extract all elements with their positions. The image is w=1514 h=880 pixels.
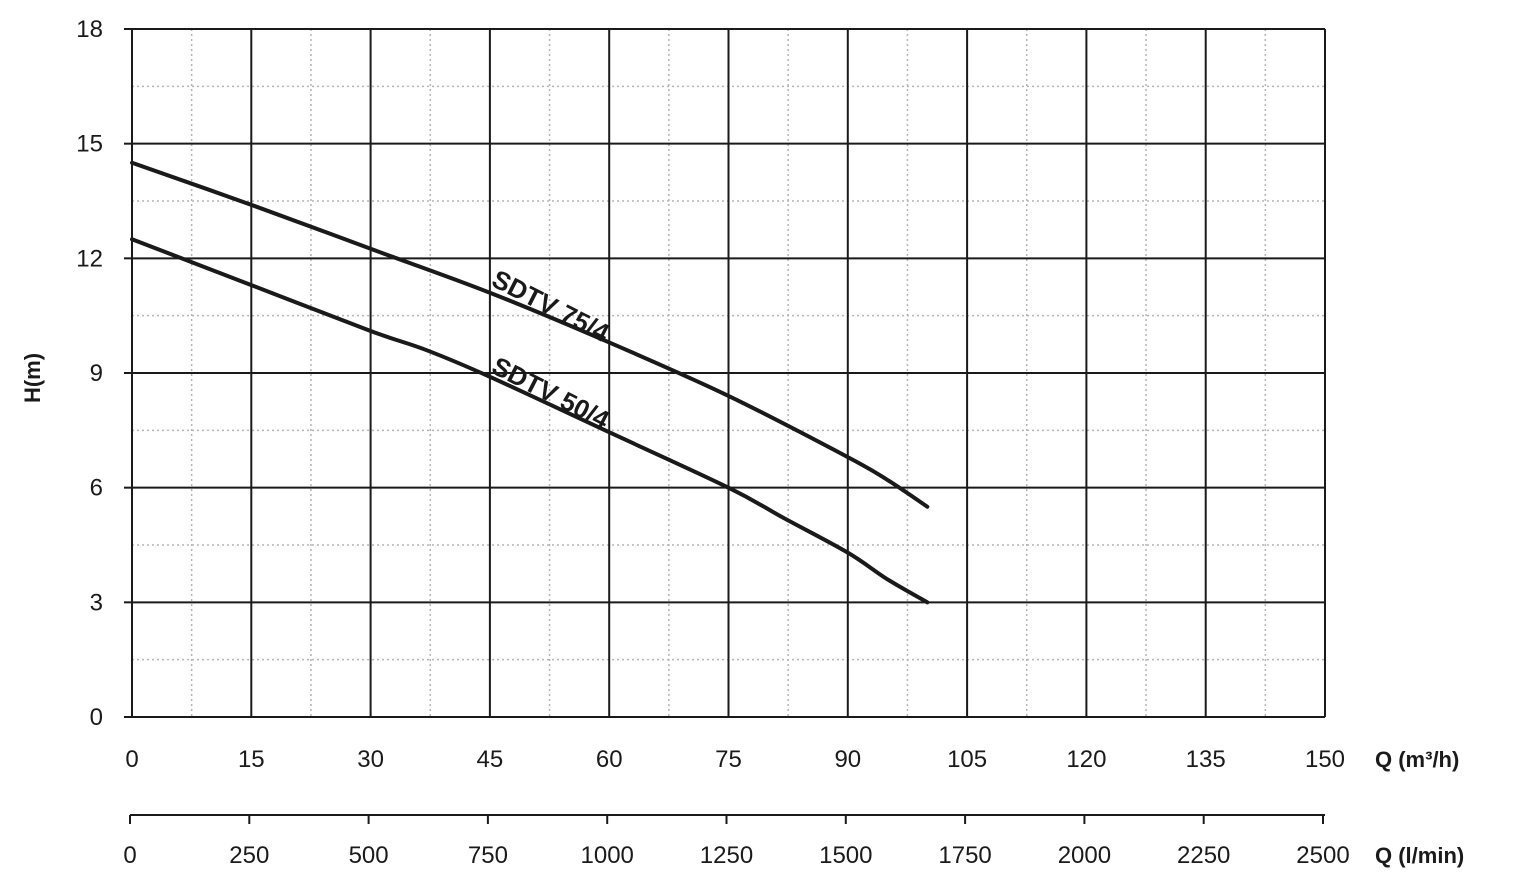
x-tick-label: 120 [1066,746,1106,773]
y-tick-label: 3 [90,589,103,616]
x2-tick-label: 0 [123,842,136,869]
x-tick-label: 90 [834,746,861,773]
y-tick-label: 12 [76,245,103,272]
x-tick-label: 30 [357,746,384,773]
x2-tick-label: 1500 [819,842,872,869]
x2-tick-label: 2000 [1058,842,1111,869]
x2-tick-label: 250 [229,842,269,869]
y-tick-label: 9 [90,360,103,387]
x-tick-label: 150 [1305,746,1345,773]
x2-axis-title: Q (l/min) [1375,843,1464,868]
x-tick-label: 105 [947,746,987,773]
x2-tick-label: 2250 [1177,842,1230,869]
y-tick-label: 15 [76,131,103,158]
y-tick-label: 0 [90,704,103,731]
x-tick-label: 75 [715,746,742,773]
major-grid [131,28,1326,718]
series-line-sdtv-75-4 [130,160,930,509]
x2-tick-label: 1000 [581,842,634,869]
series-label-sdtv-75-4: SDTV 75/4 [487,264,614,349]
x2-tick-label: 1250 [700,842,753,869]
y-tick-label: 6 [90,475,103,502]
x2-tick-label: 750 [468,842,508,869]
x-tick-label: 60 [596,746,623,773]
x-tick-label: 135 [1186,746,1226,773]
x2-tick-label: 500 [349,842,389,869]
y-tick-label: 18 [76,16,103,43]
axes [124,28,1325,824]
y-axis-title: H(m) [20,353,45,403]
series-line-sdtv-50-4 [130,237,930,605]
series-label-sdtv-50-4: SDTV 50/4 [487,351,614,436]
x-tick-label: 45 [477,746,504,773]
x-tick-label: 15 [238,746,265,773]
x-axis-title: Q (m³/h) [1375,747,1459,772]
x2-tick-label: 1750 [938,842,991,869]
series-lines [130,160,930,605]
x2-tick-label: 2500 [1296,842,1349,869]
x-tick-label: 0 [125,746,138,773]
